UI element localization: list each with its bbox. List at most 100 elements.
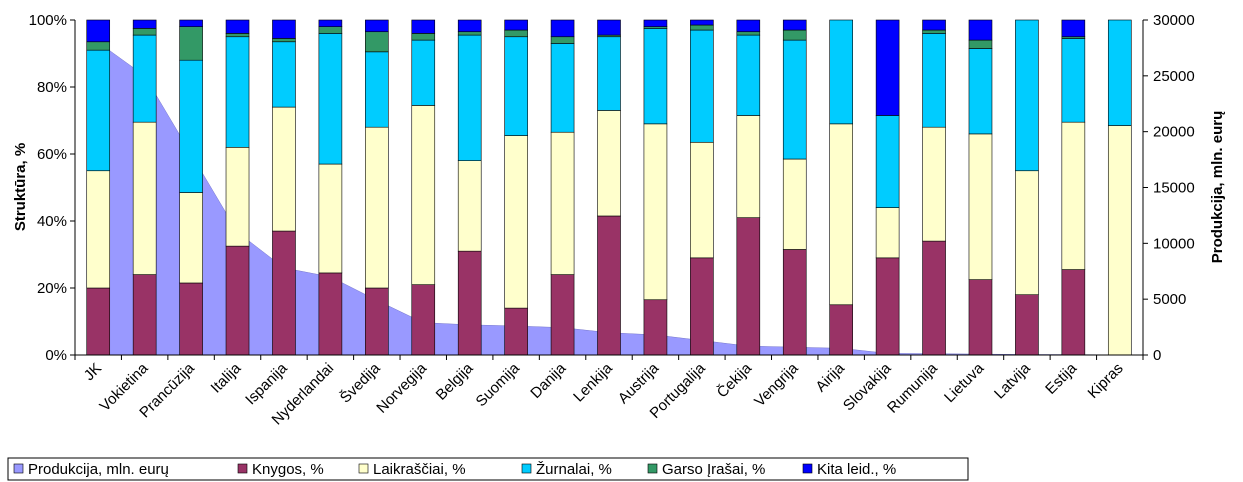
bar-segment-3-2 <box>225 36 250 148</box>
bar-segment-13-1 <box>690 141 714 259</box>
bar-segment-22-2 <box>1107 19 1132 126</box>
bar-segment-21-4 <box>1061 19 1086 38</box>
bar-segment-1-0 <box>132 274 157 356</box>
legend-label: Produkcija, mln. eurų <box>28 461 169 478</box>
bar-segment-13-4 <box>690 19 714 26</box>
bar-segment-10-2 <box>550 43 575 133</box>
bar-segment-18-0 <box>922 240 946 356</box>
y-tick-label: 60% <box>37 146 67 163</box>
bar-segment-16-1 <box>829 123 853 306</box>
bar-segment-15-4 <box>782 19 807 31</box>
bar-segment-4-1 <box>272 106 296 232</box>
bar-segment-12-1 <box>643 123 668 301</box>
bar-segment-17-2 <box>875 115 900 208</box>
bar-segment-18-4 <box>922 19 946 31</box>
bar-segment-1-3 <box>132 28 157 36</box>
bar-segment-4-4 <box>272 19 296 39</box>
bar-segment-7-2 <box>411 39 436 106</box>
x-category-label: Italija <box>208 359 245 396</box>
y2-tick-label: 25000 <box>1153 68 1195 85</box>
y-tick-label: 100% <box>29 12 67 29</box>
x-category-label: Airija <box>812 359 848 395</box>
bar-segment-13-2 <box>690 29 714 143</box>
bar-segment-18-1 <box>922 126 946 242</box>
legend-swatch <box>237 463 248 474</box>
legend-swatch <box>521 463 532 474</box>
bar-segment-0-0 <box>86 287 111 356</box>
bar-segment-20-2 <box>1015 19 1039 172</box>
bar-segment-18-3 <box>922 29 946 34</box>
bar-segment-0-1 <box>86 170 111 289</box>
bar-segment-19-3 <box>968 39 993 49</box>
bar-segment-20-1 <box>1015 170 1039 295</box>
bar-segment-8-2 <box>457 34 482 162</box>
legend-swatch <box>13 463 24 474</box>
legend-swatch <box>647 463 658 474</box>
bar-segment-3-4 <box>225 19 250 34</box>
bar-segment-12-4 <box>643 19 668 27</box>
bar-segment-5-4 <box>318 19 343 27</box>
bar-segment-21-0 <box>1061 269 1086 356</box>
bar-segment-6-1 <box>365 126 389 289</box>
bar-segment-4-2 <box>272 41 296 108</box>
bar-segment-0-3 <box>86 41 111 51</box>
y2-tick-label: 15000 <box>1153 180 1195 197</box>
y2-tick-label: 10000 <box>1153 235 1195 252</box>
x-category-label: Lietuva <box>941 359 988 406</box>
legend-label: Garso Įrašai, % <box>662 461 765 478</box>
bar-segment-3-1 <box>225 147 250 247</box>
bar-segment-9-2 <box>504 36 528 136</box>
bar-segment-6-2 <box>365 51 389 128</box>
bar-segment-16-0 <box>829 304 853 356</box>
bar-segment-4-0 <box>272 230 296 356</box>
y2-tick-label: 0 <box>1153 347 1161 364</box>
bar-segment-7-1 <box>411 105 436 285</box>
x-category-label: Vengrija <box>751 359 802 410</box>
legend-label: Laikraščiai, % <box>373 461 466 478</box>
bar-segment-6-0 <box>365 287 389 356</box>
bar-segment-5-3 <box>318 26 343 34</box>
bar-segment-2-1 <box>179 192 203 284</box>
bar-segment-19-4 <box>968 19 993 41</box>
bar-segment-11-2 <box>597 36 621 111</box>
bar-segment-11-4 <box>597 19 621 36</box>
x-category-label: Suomija <box>473 359 524 410</box>
bar-segment-10-4 <box>550 19 575 38</box>
bar-segment-5-0 <box>318 272 343 356</box>
bar-segment-19-1 <box>968 133 993 280</box>
bar-segment-1-2 <box>132 34 157 123</box>
bar-segment-2-0 <box>179 282 203 356</box>
bar-segment-15-2 <box>782 39 807 160</box>
y2-axis-title: Produkcija, mln. eurų <box>1209 111 1226 264</box>
bar-segment-8-1 <box>457 160 482 252</box>
legend-label: Knygos, % <box>252 461 324 478</box>
bar-segment-17-1 <box>875 207 900 259</box>
legend-swatch <box>358 463 369 474</box>
bar-segment-17-4 <box>875 19 900 116</box>
bar-segment-8-4 <box>457 19 482 33</box>
bar-segment-5-2 <box>318 33 343 165</box>
bar-segment-10-3 <box>550 36 575 44</box>
bar-segment-14-1 <box>736 115 761 218</box>
bar-segment-1-1 <box>132 121 157 275</box>
bar-segment-14-4 <box>736 19 761 33</box>
bar-segment-12-2 <box>643 28 668 125</box>
y2-tick-label: 20000 <box>1153 124 1195 141</box>
y-tick-label: 0% <box>45 347 67 364</box>
bar-segment-6-4 <box>365 19 389 33</box>
bar-segment-6-3 <box>365 31 389 53</box>
legend-label: Kita leid., % <box>817 461 896 478</box>
bar-segment-15-0 <box>782 249 807 356</box>
x-category-label: Belgija <box>433 359 477 403</box>
bar-segment-13-0 <box>690 257 714 356</box>
legend: Produkcija, mln. eurų Knygos, % Laikraščia… <box>7 457 969 481</box>
bar-segment-0-4 <box>86 19 111 43</box>
bar-segment-9-1 <box>504 135 528 309</box>
bar-segment-21-1 <box>1061 121 1086 270</box>
bar-segment-22-1 <box>1107 125 1132 356</box>
y-axis-title: Struktūra, % <box>12 143 29 231</box>
bar-segment-2-4 <box>179 19 203 27</box>
bars-layer <box>86 19 1132 356</box>
bar-segment-19-2 <box>968 48 993 135</box>
